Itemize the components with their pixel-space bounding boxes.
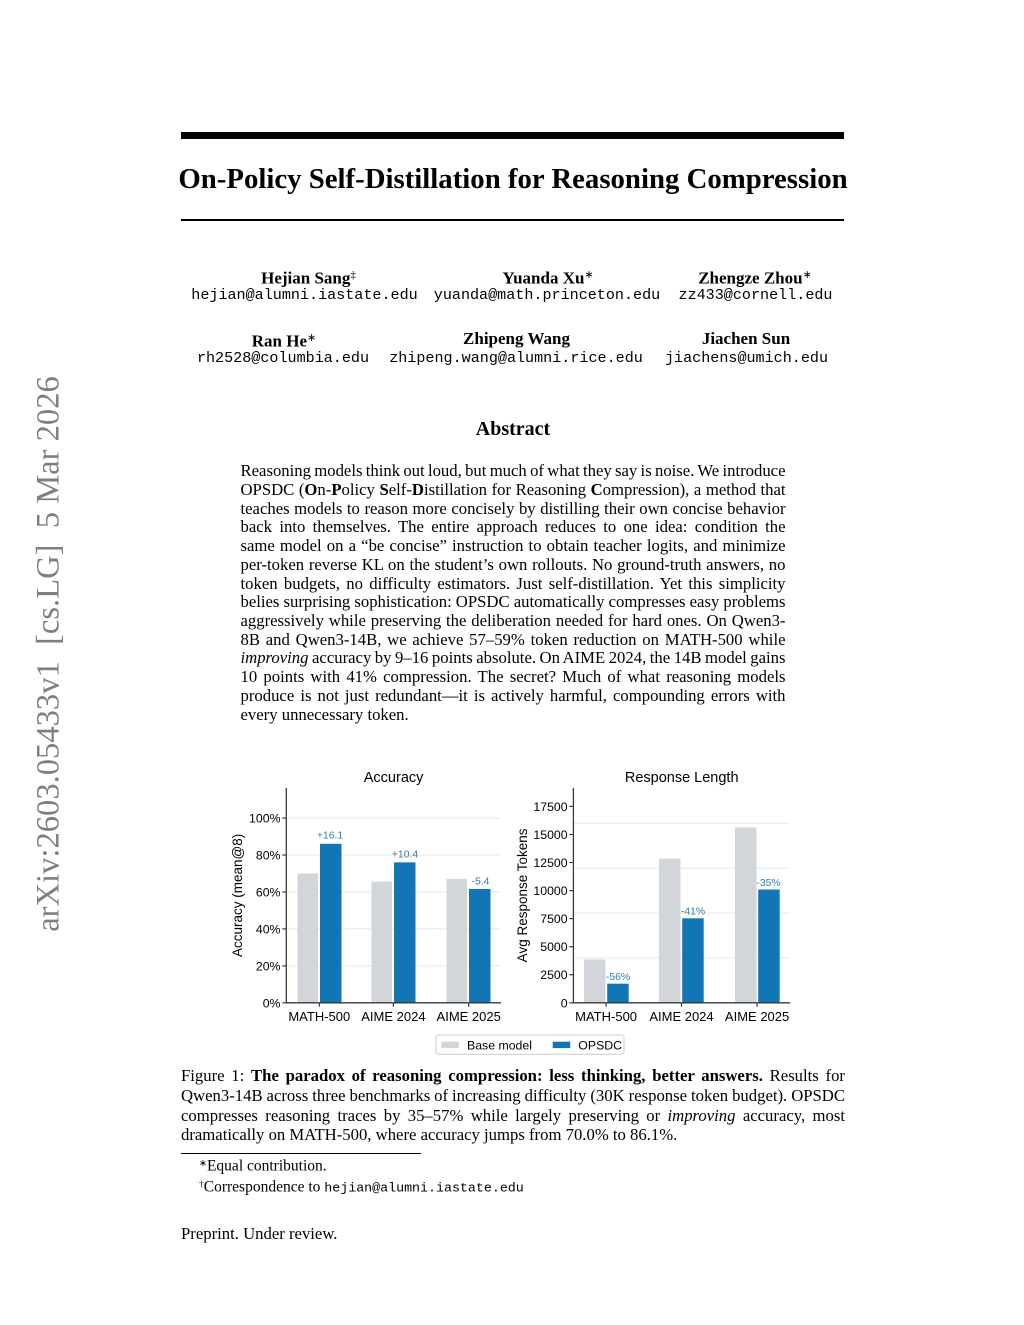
svg-text:12500: 12500 bbox=[533, 856, 567, 870]
svg-text:5000: 5000 bbox=[540, 940, 568, 954]
svg-text:AIME 2025: AIME 2025 bbox=[437, 1009, 501, 1024]
svg-text:-56%: -56% bbox=[606, 972, 630, 983]
svg-text:Accuracy: Accuracy bbox=[364, 770, 424, 786]
svg-text:AIME 2024: AIME 2024 bbox=[361, 1009, 425, 1024]
svg-text:10000: 10000 bbox=[533, 884, 567, 898]
svg-text:40%: 40% bbox=[256, 922, 281, 936]
svg-text:+10.4: +10.4 bbox=[392, 849, 419, 860]
svg-text:Accuracy (mean@8): Accuracy (mean@8) bbox=[230, 834, 245, 957]
svg-text:Response Length: Response Length bbox=[625, 770, 739, 786]
svg-text:20%: 20% bbox=[256, 959, 281, 973]
svg-text:17500: 17500 bbox=[533, 800, 567, 814]
svg-text:+16.1: +16.1 bbox=[317, 831, 344, 842]
svg-text:60%: 60% bbox=[256, 886, 281, 900]
svg-text:OPSDC: OPSDC bbox=[578, 1039, 622, 1053]
svg-text:Base model: Base model bbox=[467, 1039, 532, 1053]
svg-text:AIME 2025: AIME 2025 bbox=[725, 1009, 789, 1024]
svg-text:0: 0 bbox=[561, 996, 568, 1010]
svg-text:MATH-500: MATH-500 bbox=[575, 1009, 637, 1024]
svg-text:100%: 100% bbox=[249, 812, 281, 826]
svg-text:-5.4: -5.4 bbox=[472, 877, 490, 888]
svg-text:Avg Response Tokens: Avg Response Tokens bbox=[515, 828, 530, 962]
svg-text:AIME 2024: AIME 2024 bbox=[649, 1009, 713, 1024]
svg-text:-41%: -41% bbox=[681, 907, 705, 918]
svg-text:2500: 2500 bbox=[540, 968, 568, 982]
svg-text:7500: 7500 bbox=[540, 912, 568, 926]
svg-text:-35%: -35% bbox=[756, 878, 780, 889]
svg-text:0%: 0% bbox=[263, 996, 281, 1010]
svg-text:80%: 80% bbox=[256, 849, 281, 863]
svg-text:15000: 15000 bbox=[533, 828, 567, 842]
svg-text:MATH-500: MATH-500 bbox=[288, 1009, 350, 1024]
